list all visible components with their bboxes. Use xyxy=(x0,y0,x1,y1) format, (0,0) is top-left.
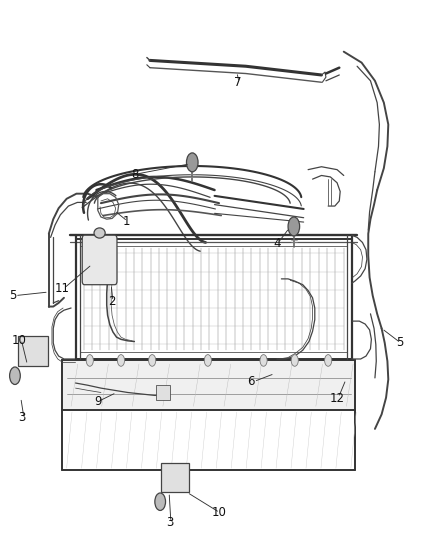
Text: 7: 7 xyxy=(234,76,241,89)
Bar xyxy=(156,385,170,400)
Circle shape xyxy=(148,354,156,366)
Bar xyxy=(62,360,355,410)
Circle shape xyxy=(325,354,332,366)
Circle shape xyxy=(288,217,300,236)
Text: 3: 3 xyxy=(166,515,174,529)
Circle shape xyxy=(187,153,198,172)
Text: 5: 5 xyxy=(10,289,17,302)
Circle shape xyxy=(260,354,267,366)
Bar xyxy=(18,336,48,366)
Bar xyxy=(161,463,189,492)
Text: 3: 3 xyxy=(18,411,26,424)
Text: 10: 10 xyxy=(212,506,226,519)
Circle shape xyxy=(117,354,124,366)
Text: 12: 12 xyxy=(329,392,345,405)
Text: 9: 9 xyxy=(94,395,102,408)
Text: 10: 10 xyxy=(12,334,27,346)
Text: 5: 5 xyxy=(396,336,403,350)
Text: 6: 6 xyxy=(247,375,255,388)
Text: 2: 2 xyxy=(108,295,116,308)
Text: 1: 1 xyxy=(123,215,130,228)
Text: 8: 8 xyxy=(131,167,139,181)
Circle shape xyxy=(10,367,20,384)
Circle shape xyxy=(291,354,298,366)
FancyBboxPatch shape xyxy=(82,235,117,285)
Circle shape xyxy=(86,354,93,366)
Circle shape xyxy=(155,493,166,511)
Ellipse shape xyxy=(94,228,105,238)
Text: 4: 4 xyxy=(273,237,281,249)
Circle shape xyxy=(204,354,212,366)
Text: 11: 11 xyxy=(55,282,70,295)
